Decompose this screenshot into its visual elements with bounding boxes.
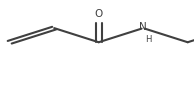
Text: O: O (94, 9, 103, 19)
Text: H: H (145, 35, 151, 44)
Text: N: N (139, 22, 147, 32)
